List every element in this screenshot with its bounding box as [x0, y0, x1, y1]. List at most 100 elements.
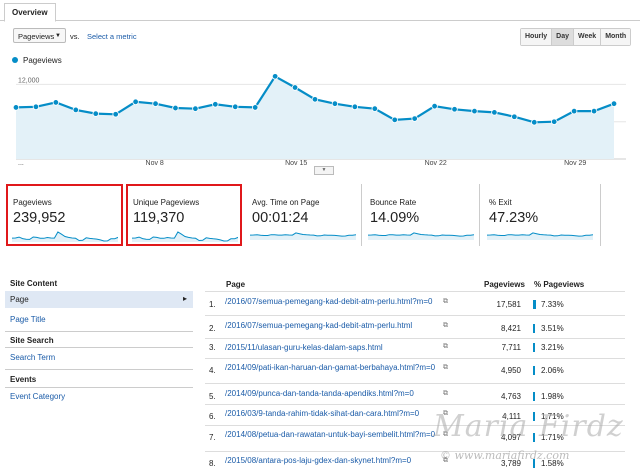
- pageviews-value: 8,421: [500, 324, 521, 333]
- page-link[interactable]: /2014/09/pati-ikan-haruan-dan-gamat-berb…: [225, 363, 436, 372]
- pageviews-value: 17,581: [496, 300, 521, 309]
- sparkline-line: [368, 232, 474, 237]
- metric-dropdown-value: Pageviews: [18, 32, 55, 41]
- data-point: [471, 107, 478, 115]
- data-point: [271, 73, 279, 80]
- sparkline-line: [250, 232, 356, 237]
- sparkline-area: [250, 232, 356, 240]
- percent-value: 7.33%: [541, 300, 564, 309]
- y-tick-label: 12,000: [18, 77, 40, 84]
- card-value: 47.23%: [489, 210, 539, 226]
- percent-value: 1.58%: [541, 459, 564, 468]
- metric-dropdown[interactable]: Pageviews ▼: [13, 28, 66, 43]
- column-header-pageviews[interactable]: Pageviews: [484, 280, 525, 289]
- sparkline: [132, 231, 238, 242]
- data-point: [590, 107, 598, 115]
- month-button[interactable]: Month: [601, 29, 631, 45]
- data-point: [192, 105, 199, 112]
- percent-value: 2.06%: [541, 366, 564, 375]
- data-point: [232, 103, 239, 110]
- chevron-down-icon: ▼: [55, 33, 61, 39]
- day-button[interactable]: Day: [552, 29, 575, 45]
- data-point: [311, 96, 319, 103]
- chart-resize-handle[interactable]: ▼: [314, 166, 334, 175]
- row-divider: [205, 338, 625, 339]
- data-point: [411, 115, 418, 122]
- sidenav-item-page[interactable]: Page ▸: [5, 291, 193, 308]
- page-link[interactable]: /2016/03/9-tanda-rahim-tidak-sihat-dan-c…: [225, 409, 420, 418]
- data-point: [212, 101, 219, 108]
- external-link-icon[interactable]: ⧉: [443, 457, 448, 464]
- sparkline-area: [368, 232, 474, 240]
- card-avg-time[interactable]: Avg. Time on Page 00:01:24: [246, 184, 362, 246]
- row-number: 4.: [209, 366, 216, 375]
- pageviews-value: 4,763: [500, 392, 521, 401]
- card-pageviews[interactable]: Pageviews 239,952: [6, 184, 123, 246]
- row-number: 5.: [209, 392, 216, 401]
- row-divider: [205, 358, 625, 359]
- card-bounce-rate[interactable]: Bounce Rate 14.09%: [364, 184, 480, 246]
- external-link-icon[interactable]: ⧉: [443, 322, 448, 329]
- page-link[interactable]: /2014/08/petua-dan-rawatan-untuk-bayi-se…: [225, 430, 436, 439]
- page-link[interactable]: /2016/07/semua-pemegang-kad-debit-atm-pe…: [225, 297, 433, 306]
- row-divider: [205, 404, 625, 405]
- external-link-icon[interactable]: ⧉: [443, 298, 448, 305]
- data-point: [152, 100, 159, 107]
- granularity-switch: Hourly Day Week Month: [520, 28, 632, 46]
- tab-overview[interactable]: Overview: [4, 3, 56, 22]
- external-link-icon[interactable]: ⧉: [443, 410, 448, 417]
- data-point: [491, 109, 498, 116]
- percent-bar: [533, 392, 535, 401]
- data-point: [451, 106, 458, 113]
- page-link[interactable]: /2014/09/punca-dan-tanda-tanda-apendiks.…: [225, 389, 414, 398]
- row-number: 3.: [209, 343, 216, 352]
- legend-label: Pageviews: [23, 56, 62, 65]
- external-link-icon[interactable]: ⧉: [443, 364, 448, 371]
- pageviews-value: 4,950: [500, 366, 521, 375]
- sparkline-area: [487, 232, 593, 240]
- card-title: Pageviews: [13, 198, 52, 207]
- chevron-right-icon: ▸: [182, 294, 187, 303]
- chart-legend: Pageviews: [12, 56, 62, 65]
- card-unique-pageviews[interactable]: Unique Pageviews 119,370: [126, 184, 242, 246]
- page-link[interactable]: /2015/08/antara-pos-laju-gdex-dan-skynet…: [225, 456, 412, 465]
- card-value: 239,952: [13, 210, 66, 226]
- external-link-icon[interactable]: ⧉: [443, 431, 448, 438]
- site-content-heading: Site Content: [10, 279, 58, 288]
- page-link[interactable]: /2016/07/semua-pemegang-kad-debit-atm-pe…: [225, 321, 413, 330]
- select-metric-link[interactable]: Select a metric: [87, 32, 137, 41]
- column-header-page[interactable]: Page: [226, 280, 246, 289]
- data-point: [92, 110, 99, 117]
- week-button[interactable]: Week: [574, 29, 602, 45]
- card-exit[interactable]: % Exit 47.23%: [483, 184, 601, 246]
- divider: [5, 331, 193, 332]
- header-divider: [205, 291, 625, 292]
- percent-value: 3.21%: [541, 343, 564, 352]
- sidenav-item-search-term[interactable]: Search Term: [10, 353, 56, 362]
- x-tick-label: Nov 8: [146, 160, 164, 167]
- data-point: [531, 119, 538, 126]
- row-number: 8.: [209, 459, 216, 468]
- card-value: 14.09%: [370, 210, 420, 226]
- card-title: Unique Pageviews: [133, 198, 200, 207]
- hourly-button[interactable]: Hourly: [521, 29, 553, 45]
- percent-bar: [533, 412, 535, 421]
- x-tick-label: Nov 15: [285, 160, 307, 167]
- sidenav-item-page-title[interactable]: Page Title: [10, 315, 46, 324]
- data-point: [610, 100, 618, 107]
- data-point: [391, 116, 398, 124]
- external-link-icon[interactable]: ⧉: [443, 390, 448, 397]
- watermark-url: © www.mariafirdz.com: [440, 449, 570, 462]
- area-fill: [16, 76, 614, 159]
- column-header-pct-pageviews[interactable]: % Pageviews: [534, 280, 585, 289]
- page-link[interactable]: /2015/11/ulasan-guru-kelas-dalam-saps.ht…: [225, 343, 383, 352]
- card-value: 119,370: [133, 210, 185, 226]
- external-link-icon[interactable]: ⧉: [443, 343, 448, 350]
- card-title: Avg. Time on Page: [252, 198, 320, 207]
- percent-bar: [533, 433, 535, 442]
- percent-bar: [533, 324, 535, 333]
- divider: [5, 387, 193, 388]
- divider: [5, 347, 193, 348]
- sidenav-item-event-category[interactable]: Event Category: [10, 392, 66, 401]
